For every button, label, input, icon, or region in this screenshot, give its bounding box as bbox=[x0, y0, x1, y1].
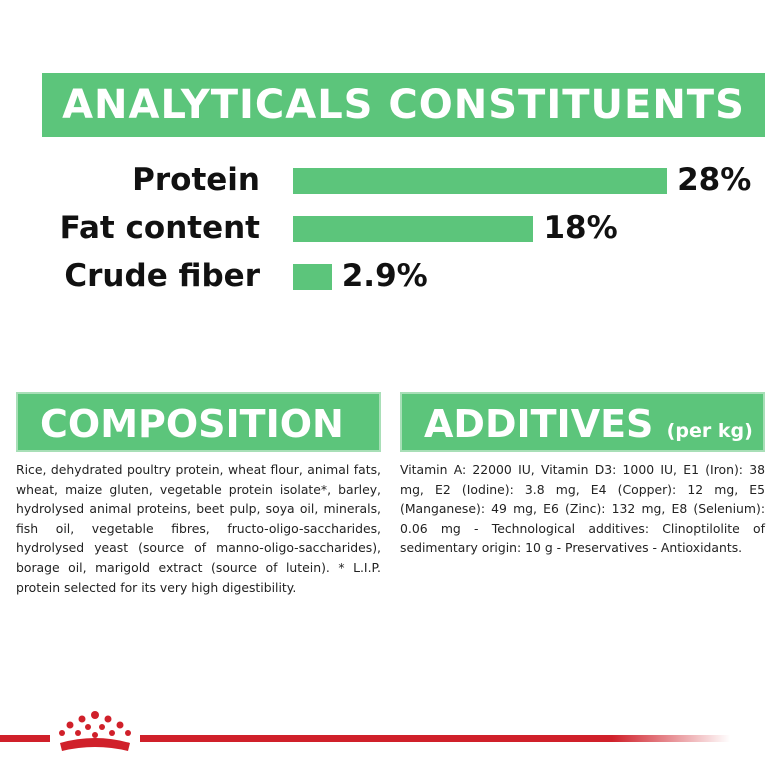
crown-logo bbox=[59, 711, 131, 751]
composition-text: Rice, dehydrated poultry protein, wheat … bbox=[16, 462, 381, 595]
unit: (per kg) bbox=[666, 420, 753, 442]
row-label: Fat content bbox=[59, 210, 260, 246]
bar bbox=[293, 216, 534, 242]
footer-brand bbox=[0, 711, 730, 751]
value-label: 2.9% bbox=[341, 258, 428, 294]
brand-line bbox=[0, 735, 50, 742]
row-label: Crude fiber bbox=[64, 258, 260, 294]
additives-text: Vitamin A: 22000 IU, Vitamin D3: 1000 IU… bbox=[400, 462, 765, 556]
bar bbox=[293, 264, 332, 290]
value-label: 28% bbox=[677, 162, 752, 198]
value-label: 18% bbox=[543, 210, 618, 246]
section-title: ADDITIVES bbox=[424, 402, 654, 446]
row-label: Protein bbox=[132, 162, 260, 198]
section-title: COMPOSITION bbox=[40, 402, 344, 446]
section-header: COMPOSITION bbox=[16, 392, 381, 452]
brand-line bbox=[140, 735, 730, 742]
section-header: ADDITIVES (per kg) bbox=[400, 392, 765, 452]
bar bbox=[293, 168, 668, 194]
section-title: ANALYTICALS CONSTITUENTS bbox=[42, 73, 765, 137]
